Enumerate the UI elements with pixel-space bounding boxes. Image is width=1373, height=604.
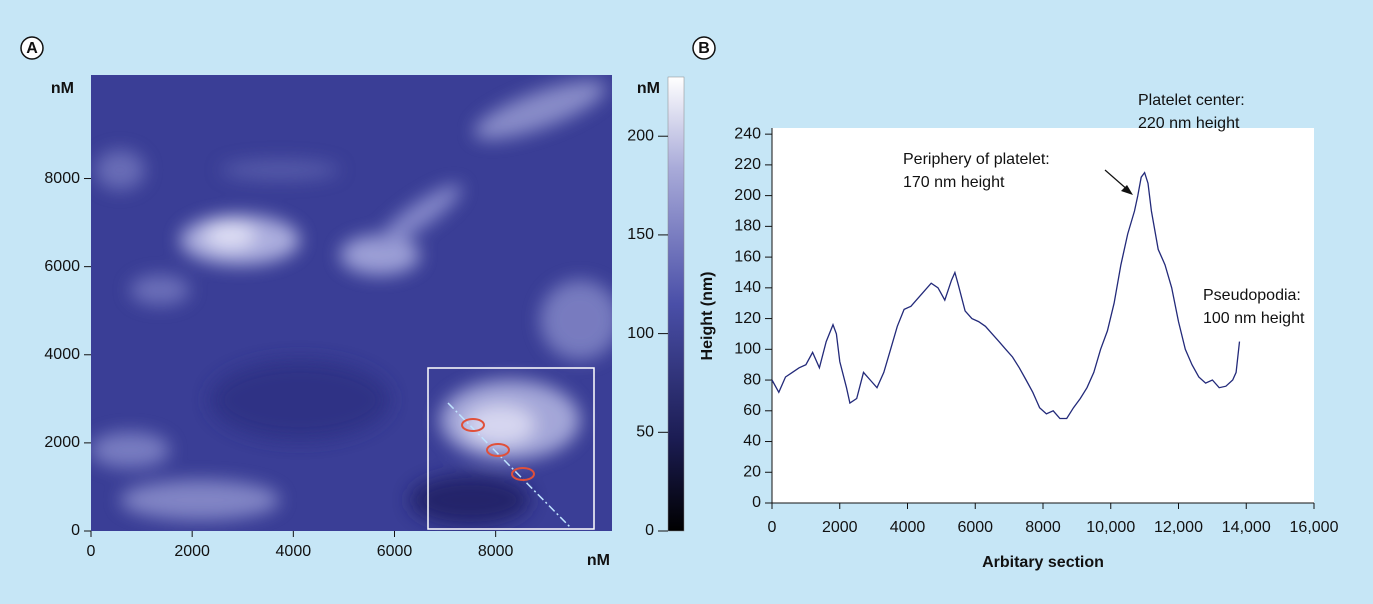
x-axis-label: nM [587,552,610,569]
colorbar-tick-label: 50 [636,424,654,441]
y-tick-label: 180 [734,218,761,235]
annotation: Platelet center: [1138,92,1245,109]
x-axis-label: Arbitary section [982,554,1104,571]
x-tick-label: 12,000 [1154,519,1203,536]
afm-image [91,75,612,531]
panel-badge [692,36,716,60]
y-tick-label: 60 [743,402,761,419]
x-tick-label: 2000 [822,519,858,536]
y-tick-label: 240 [734,125,761,142]
x-tick-label: 8000 [1025,519,1061,536]
x-tick-label: 4000 [890,519,926,536]
x-tick-label: 0 [768,519,777,536]
panel-label: B [698,40,710,57]
panel-label: A [26,40,38,57]
y-tick-label: 6000 [44,258,80,275]
y-tick-label: 120 [734,310,761,327]
inset-box [427,367,595,530]
x-tick-label: 16,000 [1290,519,1339,536]
y-axis-label: nM [51,80,74,97]
y-tick-label: 0 [71,522,80,539]
annotation: Periphery of platelet: [903,151,1050,168]
annotation-arrowhead [1121,185,1133,195]
annotation: 100 nm height [1203,310,1305,327]
x-tick-label: 6000 [957,519,993,536]
x-tick-label: 0 [87,543,96,560]
annotation: 220 nm height [1138,115,1240,132]
marker [461,418,485,432]
annotation: 170 nm height [903,174,1005,191]
x-tick-label: 8000 [478,543,514,560]
y-tick-label: 8000 [44,170,80,187]
y-tick-label: 40 [743,433,761,450]
y-tick-label: 200 [734,187,761,204]
colorbar-tick-label: 0 [645,522,654,539]
colorbar-tick-label: 100 [627,325,654,342]
plot-area [772,128,1314,503]
y-tick-label: 20 [743,463,761,480]
y-tick-label: 4000 [44,346,80,363]
annotation: Pseudopodia: [1203,287,1301,304]
x-tick-label: 2000 [174,543,210,560]
colorbar-tick-label: 200 [627,127,654,144]
y-tick-label: 140 [734,279,761,296]
y-tick-label: 220 [734,156,761,173]
section-line [447,402,571,528]
x-tick-label: 6000 [377,543,413,560]
x-tick-label: 4000 [276,543,312,560]
y-tick-label: 160 [734,248,761,265]
y-tick-label: 100 [734,341,761,358]
colorbar-label: nM [637,80,660,97]
marker [511,467,535,481]
y-axis-label: Height (nm) [699,272,716,361]
panel-badge [20,36,44,60]
x-tick-label: 10,000 [1086,519,1135,536]
colorbar-tick-label: 150 [627,226,654,243]
colorbar [667,76,685,532]
y-tick-label: 80 [743,371,761,388]
y-tick-label: 0 [752,494,761,511]
x-tick-label: 14,000 [1222,519,1271,536]
data-line [771,171,1241,420]
y-tick-label: 2000 [44,434,80,451]
marker [486,443,510,457]
